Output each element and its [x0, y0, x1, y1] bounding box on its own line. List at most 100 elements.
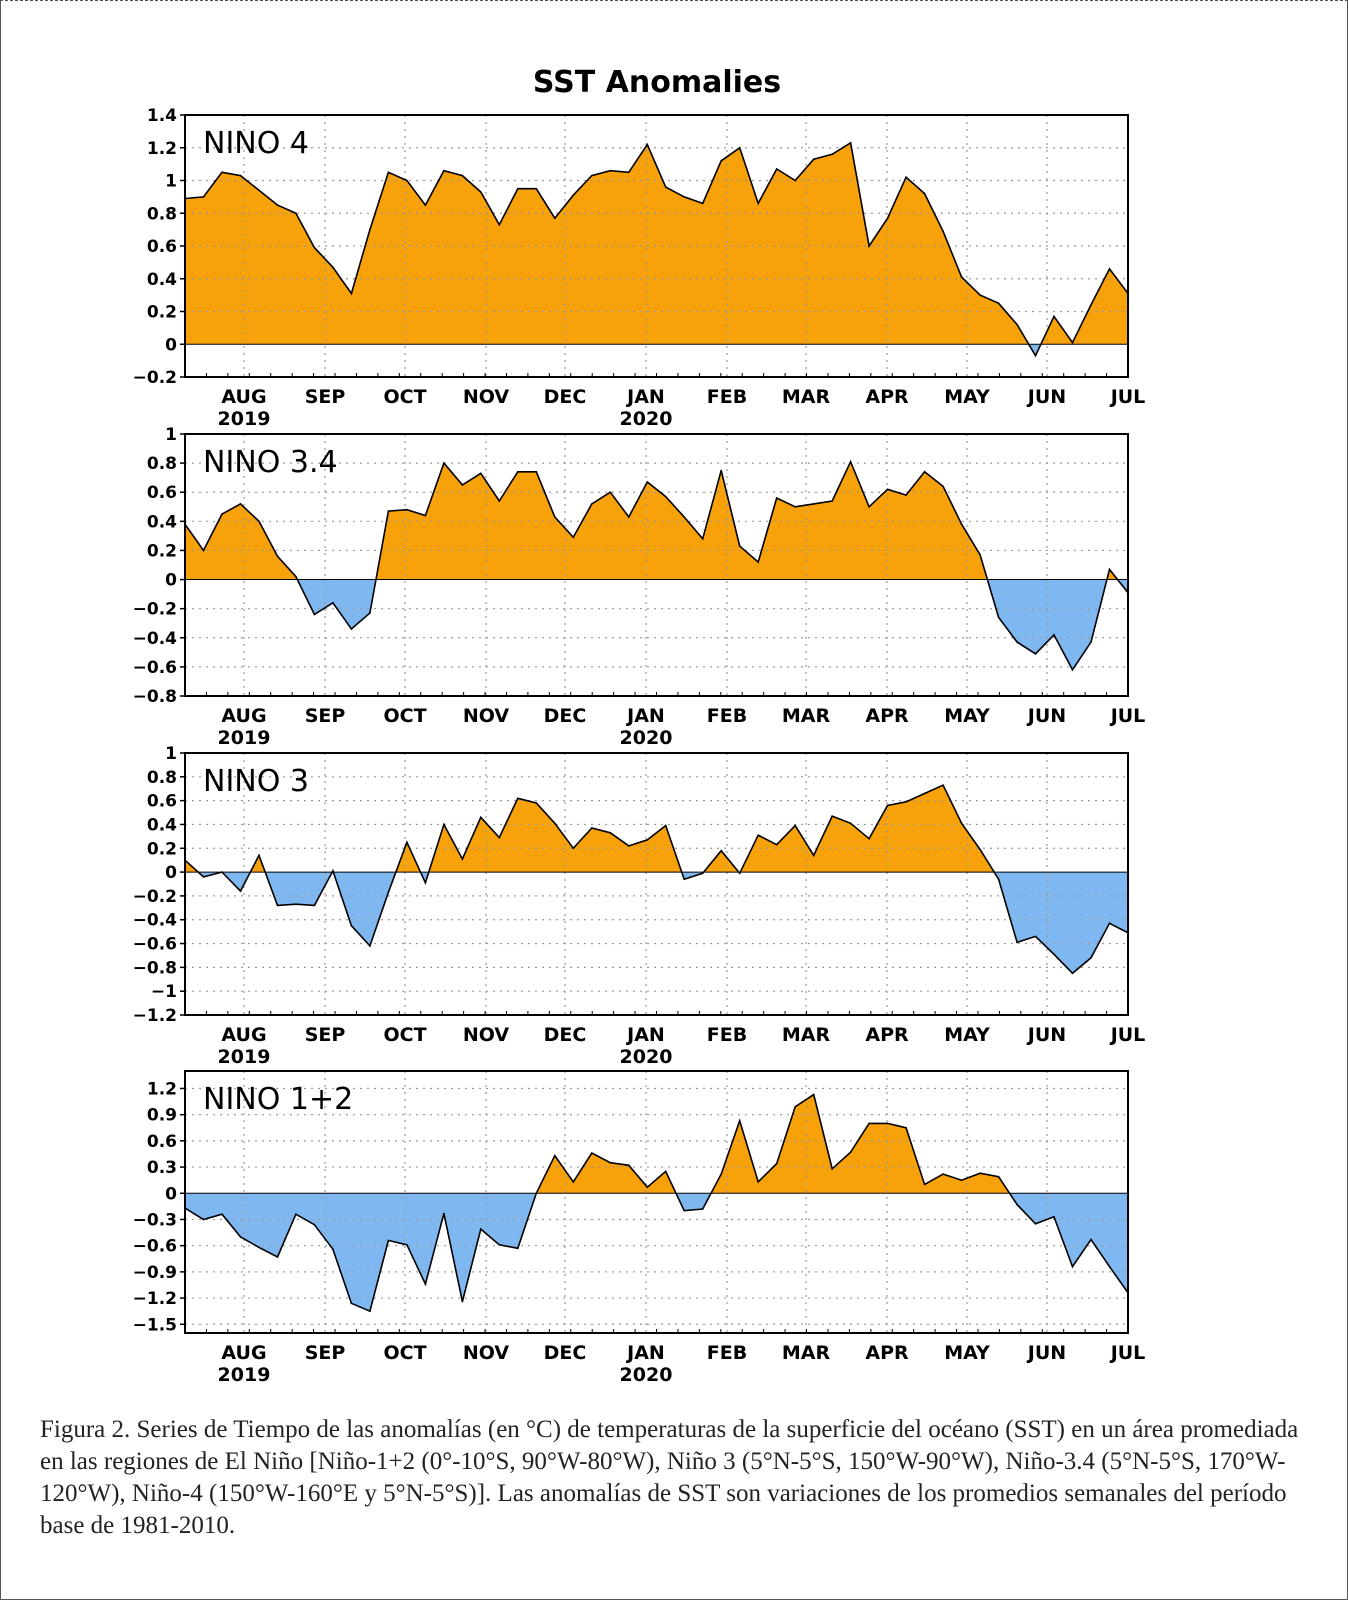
- data-point: [295, 1213, 297, 1215]
- data-point: [517, 187, 519, 190]
- data-point: [332, 602, 334, 604]
- data-point: [517, 471, 519, 473]
- x-month-label: MAY: [944, 1024, 990, 1046]
- x-month-label: NOV: [463, 1024, 510, 1046]
- data-point: [794, 179, 796, 182]
- data-point: [757, 561, 759, 563]
- data-point: [1034, 1223, 1037, 1225]
- data-point: [1071, 341, 1074, 344]
- data-point: [443, 462, 445, 464]
- data-point: [350, 924, 353, 927]
- x-month-label: JUN: [1026, 1342, 1066, 1364]
- data-point: [609, 1161, 612, 1164]
- data-point: [942, 784, 944, 786]
- data-point: [295, 212, 297, 215]
- data-point: [609, 491, 612, 494]
- data-point: [1090, 304, 1092, 306]
- data-point: [701, 202, 704, 205]
- x-month-label: AUG: [221, 1024, 266, 1046]
- y-tick-label: −1.2: [133, 1006, 177, 1026]
- data-point: [646, 839, 649, 841]
- data-point: [960, 822, 963, 825]
- y-tick-label: 0: [165, 571, 177, 591]
- data-point: [406, 179, 408, 182]
- data-point: [1108, 1265, 1111, 1268]
- data-point: [239, 503, 242, 505]
- y-tick-label: 1.4: [147, 106, 177, 126]
- data-point: [942, 1173, 944, 1175]
- data-point: [942, 485, 944, 488]
- y-tick-label: 0.2: [147, 839, 177, 859]
- data-point: [535, 802, 538, 804]
- data-point: [1034, 653, 1037, 655]
- data-point: [276, 204, 279, 206]
- data-point: [1034, 354, 1037, 357]
- data-point: [221, 871, 223, 873]
- region-label: NINO 3.4: [203, 445, 338, 480]
- y-tick-label: 0.6: [147, 237, 177, 257]
- series-line: [185, 459, 1128, 672]
- y-tick-label: 0.4: [147, 270, 177, 290]
- x-month-label: MAR: [782, 386, 831, 408]
- y-tick-label: −0.2: [133, 887, 177, 907]
- negative-anomaly-area: [185, 1193, 1128, 1312]
- data-point: [1071, 669, 1074, 671]
- data-point: [350, 292, 353, 295]
- data-point: [738, 872, 741, 875]
- x-month-label: JAN: [625, 386, 665, 408]
- y-tick-label: 0: [165, 1184, 177, 1204]
- y-tick-label: 0.6: [147, 1132, 177, 1152]
- figure-caption: Figura 2. Series de Tiempo de las anomal…: [40, 1416, 1299, 1539]
- data-point: [313, 246, 316, 249]
- data-point: [535, 187, 538, 190]
- data-point: [923, 792, 926, 795]
- x-month-label: JUN: [1026, 386, 1066, 408]
- y-tick-label: 0.6: [147, 483, 177, 503]
- y-tick-label: −1.5: [133, 1315, 177, 1335]
- data-point: [905, 494, 907, 496]
- data-point: [258, 520, 260, 523]
- data-point: [664, 1170, 667, 1173]
- data-point: [424, 514, 427, 517]
- data-point: [794, 824, 796, 827]
- data-point: [369, 228, 371, 231]
- data-point: [461, 484, 464, 486]
- data-point: [1108, 568, 1111, 571]
- x-year-label: 2020: [620, 727, 673, 749]
- data-point: [406, 841, 408, 844]
- x-month-label: JUN: [1026, 1024, 1066, 1046]
- data-point: [1016, 1203, 1018, 1206]
- y-tick-label: 0.4: [147, 815, 177, 835]
- data-point: [628, 171, 630, 174]
- y-tick-label: 1: [165, 744, 177, 764]
- x-month-label: APR: [865, 705, 909, 727]
- data-point: [239, 890, 242, 892]
- data-point: [646, 481, 649, 483]
- y-tick-label: 0.8: [147, 454, 177, 474]
- x-month-label: MAR: [782, 1024, 831, 1046]
- x-month-label: JAN: [625, 1342, 665, 1364]
- data-point: [202, 1218, 205, 1221]
- x-month-label: MAY: [944, 705, 990, 727]
- data-point: [369, 612, 371, 614]
- y-tick-label: −0.2: [133, 600, 177, 620]
- y-tick-label: −0.3: [133, 1210, 177, 1230]
- panel-4: −1.5 −1.2 −0.9 −0.6 −0.3 0 0.3 0.6 0.9 1.2 AUG SEP O…: [133, 1070, 1145, 1386]
- data-point: [332, 266, 334, 269]
- x-month-label: APR: [865, 386, 909, 408]
- region-label: NINO 3: [203, 764, 309, 799]
- x-month-label: JUN: [1026, 705, 1066, 727]
- data-point: [886, 1122, 889, 1125]
- y-tick-label: 0.6: [147, 792, 177, 812]
- x-month-label: FEB: [707, 1342, 747, 1364]
- y-tick-label: −0.8: [133, 687, 177, 707]
- data-point: [387, 1239, 390, 1242]
- data-point: [979, 848, 981, 851]
- data-point: [498, 836, 501, 839]
- data-point: [258, 189, 260, 192]
- x-year-label: 2019: [218, 727, 271, 749]
- data-point: [461, 1300, 464, 1303]
- data-point: [1016, 641, 1018, 643]
- data-point: [868, 245, 870, 247]
- data-point: [461, 174, 464, 177]
